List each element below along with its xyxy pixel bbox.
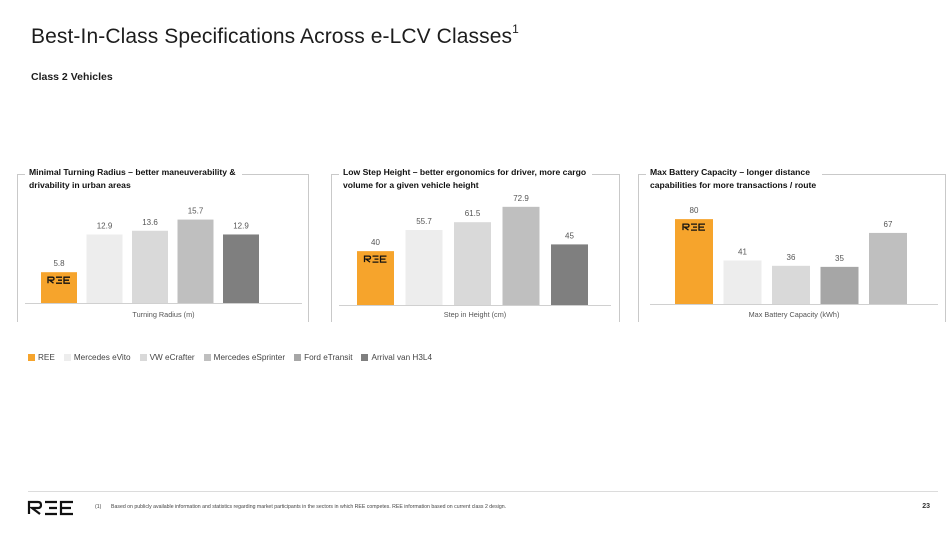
legend-swatch [294,354,302,361]
ree-logo-icon [47,276,70,284]
data-label: 40 [371,238,380,247]
legend-item-vw-ecrafter: VW eCrafter [139,353,195,362]
bar-mercedes-esprinter [502,206,540,305]
x-axis-label: Max Battery Capacity (kWh) [749,310,840,319]
page-number: 23 [922,503,930,510]
legend-item-ree: REE [28,353,55,362]
bar-mercedes-evito [86,234,123,303]
data-label: 36 [787,253,796,262]
bar-ford-etransit [820,266,859,304]
legend-swatch [28,354,35,361]
data-label: 45 [565,231,574,240]
chart-panel-turning-radius: Minimal Turning Radius – better maneuver… [17,162,309,322]
legend-item-arrival-van-h3l4: Arrival van H3L4 [361,353,432,362]
legend-swatch [139,354,147,361]
legend-swatch [203,354,211,361]
bar-ree [675,219,713,304]
legend-item-mercedes-evito: Mercedes eVito [63,353,131,362]
data-label: 15.7 [188,207,204,216]
page-subtitle: Class 2 Vehicles [31,71,113,83]
legend-swatch [63,354,71,361]
legend-label: VW eCrafter [149,353,195,362]
chart-svg: 5.8 12.9 13.6 15.7 12.9 Turning Radius (m) [25,207,302,319]
chart-svg: 80 41 36 35 67 Max Battery Capacity (kWh) [650,206,938,319]
bar-vw-ecrafter [132,230,168,303]
footnote-text: Based on publicly available information … [111,504,507,510]
chart-title: Low Step Height – better ergonomics for … [339,166,593,192]
x-axis-label: Step in Height (cm) [444,310,506,319]
title-footnote-marker: 1 [512,22,519,36]
data-label: 72.9 [513,194,529,203]
data-label: 55.7 [416,217,432,226]
bar-arrival-van-h3l4 [551,244,588,305]
bar-vw-ecrafter [772,265,810,304]
legend-label: Mercedes eSprinter [213,353,286,362]
legend-label: Mercedes eVito [73,353,131,362]
legend-label: Ford eTransit [304,353,353,362]
bar-vw-ecrafter [454,222,491,305]
bar-ree [357,251,394,305]
bar-mercedes-esprinter [177,219,214,303]
legend-swatch [361,354,369,361]
data-label: 5.8 [53,259,65,268]
chart-title: Max Battery Capacity – longer distance c… [646,166,823,192]
data-label: 35 [835,254,844,263]
bar-arrival-van-h3l4 [223,234,259,303]
x-axis-label: Turning Radius (m) [132,310,194,319]
bar-mercedes-esprinter [869,232,907,304]
chart-svg: 40 55.7 61.5 72.9 45 Step in Height (cm) [339,194,611,319]
chart-panel-step-height: Low Step Height – better ergonomics for … [331,162,620,322]
data-label: 80 [690,206,699,215]
page-title: Best-In-Class Specifications Across e-LC… [31,22,519,48]
legend-item-mercedes-esprinter: Mercedes eSprinter [203,353,286,362]
data-label: 13.6 [142,218,158,227]
data-label: 41 [738,248,747,257]
footer-divider [28,491,938,492]
data-label: 67 [884,220,893,229]
chart-legend: REE Mercedes eVito VW eCrafter Mercedes eSp… [28,353,432,362]
ree-logo-icon [682,223,705,231]
data-label: 12.9 [233,221,249,230]
ree-logo-icon [27,500,73,516]
footnote-marker: (1) [95,504,102,510]
bar-mercedes-evito [405,229,443,305]
legend-label: REE [38,353,55,362]
ree-logo-icon [363,255,387,263]
data-label: 12.9 [97,221,113,230]
legend-label: Arrival van H3L4 [371,353,433,362]
data-label: 61.5 [465,209,481,218]
chart-panel-battery-capacity: Max Battery Capacity – longer distance c… [638,162,946,322]
bar-mercedes-evito [723,260,762,304]
chart-title: Minimal Turning Radius – better maneuver… [25,166,242,192]
legend-item-ford-etransit: Ford eTransit [294,353,352,362]
